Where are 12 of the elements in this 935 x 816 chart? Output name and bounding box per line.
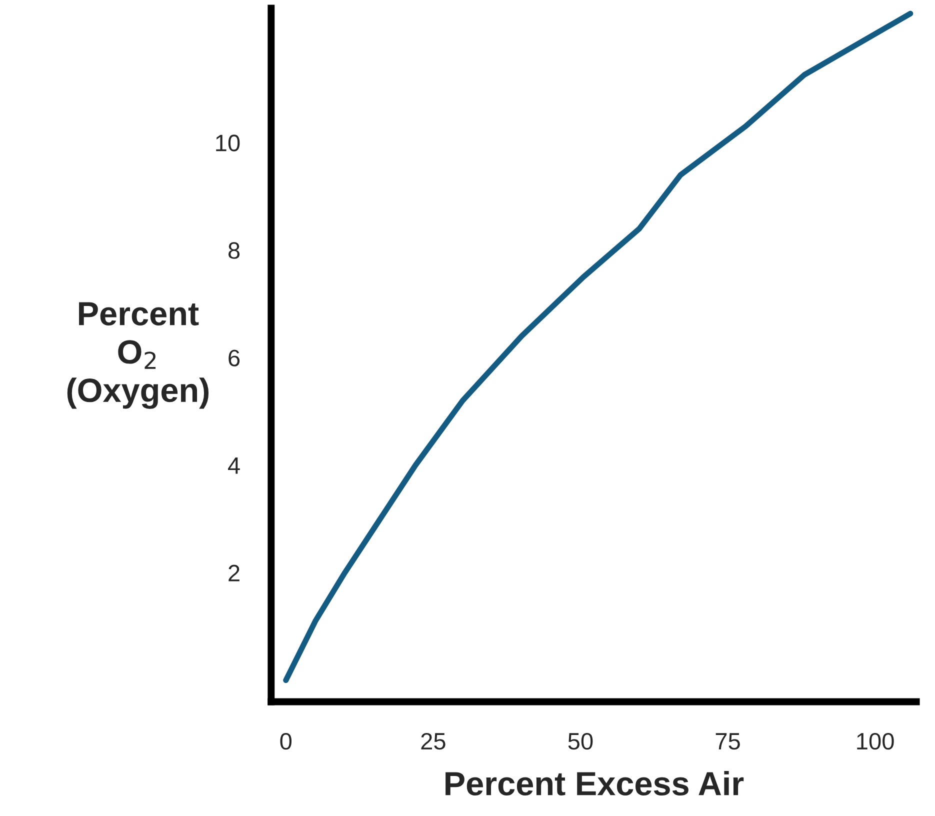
y-tick-label: 10 — [216, 134, 240, 152]
x-tick-label: 75 — [716, 733, 740, 750]
x-tick-label: 25 — [421, 732, 446, 750]
x-tick-label: 50 — [568, 732, 593, 750]
y-axis-title: Percent O$_{2}$ (Oxygen) — [67, 302, 209, 409]
y-tick-label: 8 — [228, 242, 240, 259]
x-tick-label: 0 — [280, 732, 292, 750]
y-tick-label: 4 — [228, 457, 240, 474]
y-tick-label: 2 — [228, 564, 240, 582]
y-tick-label: 6 — [228, 350, 240, 366]
x-axis-title: Percent Excess Air — [446, 770, 744, 796]
x-tick-label: 100 — [857, 732, 894, 750]
